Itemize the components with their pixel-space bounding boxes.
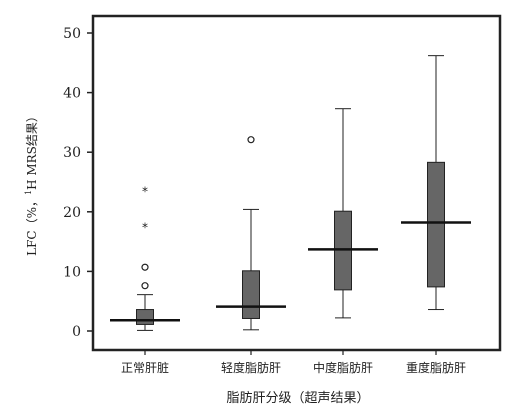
y-axis-title-group: LFC（%，1H MRS结果）: [24, 110, 39, 256]
x-axis-title: 脂肪肝分级（超声结果）: [226, 390, 369, 406]
y-tick-label: 50: [63, 26, 81, 42]
y-tick-label: 30: [63, 145, 81, 161]
box-group: **: [110, 185, 180, 331]
x-tick-label: 轻度脂肪肝: [221, 360, 281, 375]
y-axis-title-superscript: 1: [24, 190, 33, 195]
y-axis-title: LFC（%，1H MRS结果）: [24, 110, 39, 256]
y-axis: 0 10 20 30 40 50: [63, 26, 93, 340]
x-tick-label: 正常肝脏: [121, 360, 169, 375]
y-tick-label: 0: [72, 324, 81, 340]
x-tick-label: 中度脂肪肝: [313, 360, 373, 375]
iqr-box: [427, 161, 445, 288]
y-axis-title-prefix: LFC（%，: [25, 195, 39, 256]
y-tick-label: 20: [63, 205, 81, 221]
iqr-box: [242, 270, 260, 319]
outlier-star: *: [142, 221, 148, 235]
y-axis-title-suffix: H MRS结果）: [25, 110, 39, 190]
box-group: [216, 136, 286, 331]
outlier-circle: [141, 263, 149, 271]
iqr-box: [136, 309, 154, 325]
boxes-layer: **: [110, 55, 471, 331]
x-axis: 正常肝脏 轻度脂肪肝 中度脂肪肝 重度脂肪肝: [121, 350, 466, 375]
x-tick-label: 重度脂肪肝: [406, 360, 466, 375]
plot-frame: [91, 14, 502, 352]
box-group: [308, 108, 378, 319]
box-group: [401, 55, 471, 311]
y-tick-label: 40: [63, 86, 81, 102]
y-tick-label: 10: [63, 264, 81, 280]
outlier-circle: [247, 136, 255, 144]
outlier-circle: [141, 282, 149, 290]
outlier-star: *: [142, 185, 148, 199]
